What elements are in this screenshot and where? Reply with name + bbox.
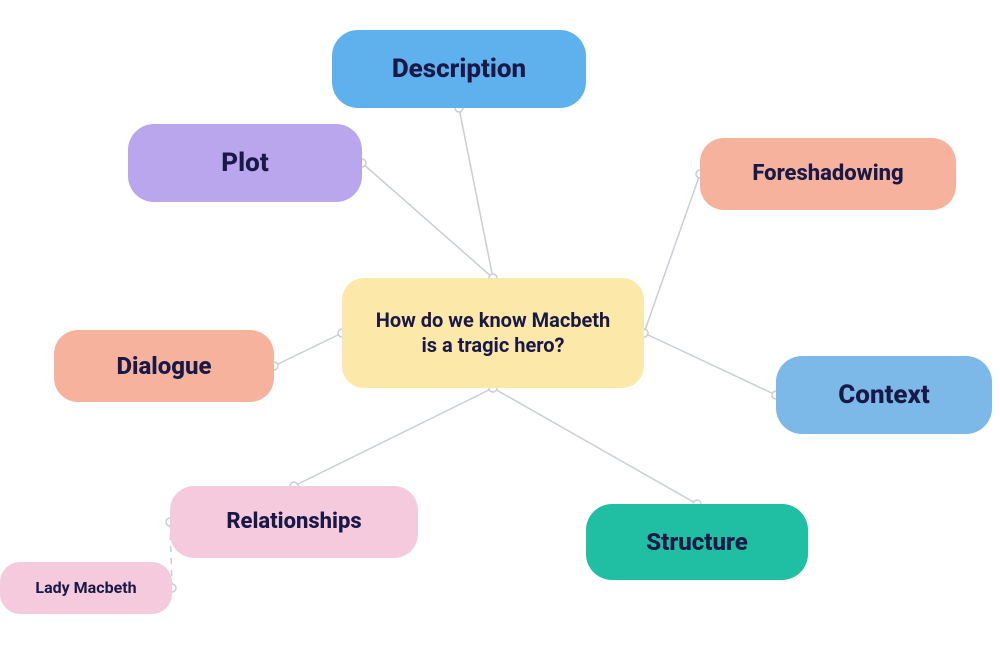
node-description: Description (332, 30, 586, 108)
node-label: Plot (221, 147, 268, 180)
node-center: How do we know Macbethis a tragic hero? (342, 278, 644, 388)
node-label: How do we know Macbethis a tragic hero? (376, 308, 611, 358)
node-ladymacbeth: Lady Macbeth (0, 562, 172, 614)
node-structure: Structure (586, 504, 808, 580)
node-foreshadowing: Foreshadowing (700, 138, 956, 210)
node-label: Structure (646, 527, 747, 557)
node-label: Lady Macbeth (35, 578, 136, 598)
node-label: Context (838, 379, 929, 412)
node-context: Context (776, 356, 992, 434)
node-relationships: Relationships (170, 486, 418, 558)
node-label: Description (392, 53, 526, 86)
node-label: Dialogue (116, 351, 211, 381)
mindmap-canvas: How do we know Macbethis a tragic hero? … (0, 0, 1000, 667)
node-label: Foreshadowing (752, 160, 903, 188)
node-label: Relationships (226, 508, 361, 536)
node-dialogue: Dialogue (54, 330, 274, 402)
node-plot: Plot (128, 124, 362, 202)
